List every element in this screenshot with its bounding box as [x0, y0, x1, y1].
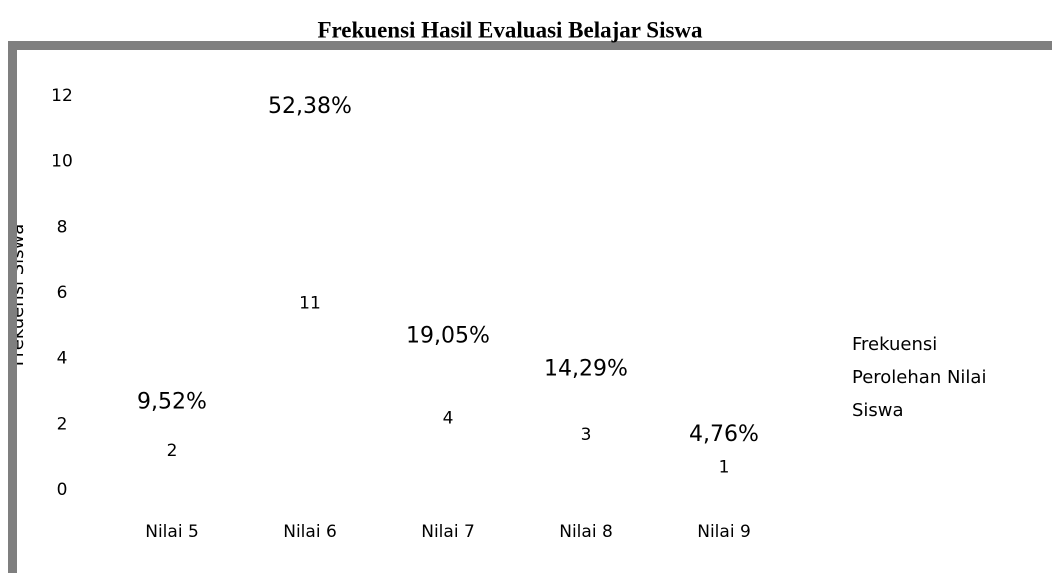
y-tick-label: 0 — [57, 480, 68, 500]
y-tick-label: 4 — [57, 349, 68, 369]
y-tick-label: 8 — [57, 217, 68, 237]
x-tick-label: Nilai 9 — [697, 522, 751, 542]
x-tick-label: Nilai 5 — [145, 522, 199, 542]
x-tick-label: Nilai 8 — [559, 522, 613, 542]
x-tick-label: Nilai 7 — [421, 522, 475, 542]
bar — [268, 128, 352, 491]
bar — [682, 457, 766, 490]
bar — [544, 391, 628, 490]
bar — [406, 358, 490, 490]
y-tick-label: 2 — [57, 414, 68, 434]
percentage-label: 9,52% — [137, 389, 207, 414]
data-label: 1 — [719, 458, 730, 478]
legend-entry: Frekuensi Perolehan Nilai Siswa — [852, 334, 987, 421]
percentage-label: 14,29% — [544, 357, 628, 382]
frame-left — [8, 41, 17, 573]
title-bg — [150, 0, 870, 41]
percentage-label: 4,76% — [689, 422, 759, 447]
data-label: 3 — [581, 425, 592, 445]
frame-top — [8, 41, 1052, 50]
x-tick-label: Nilai 6 — [283, 522, 337, 542]
data-label: 11 — [299, 293, 321, 313]
percentage-label: 19,05% — [406, 324, 490, 349]
percentage-label: 52,38% — [268, 94, 352, 119]
chart-title: Frekuensi Hasil Evaluasi Belajar Siswa — [317, 17, 703, 42]
y-tick-label: 12 — [51, 86, 73, 106]
data-label: 4 — [443, 408, 454, 428]
bar — [130, 424, 214, 490]
y-tick-label: 10 — [51, 152, 73, 172]
data-label: 2 — [167, 441, 178, 461]
y-tick-label: 6 — [57, 283, 68, 303]
